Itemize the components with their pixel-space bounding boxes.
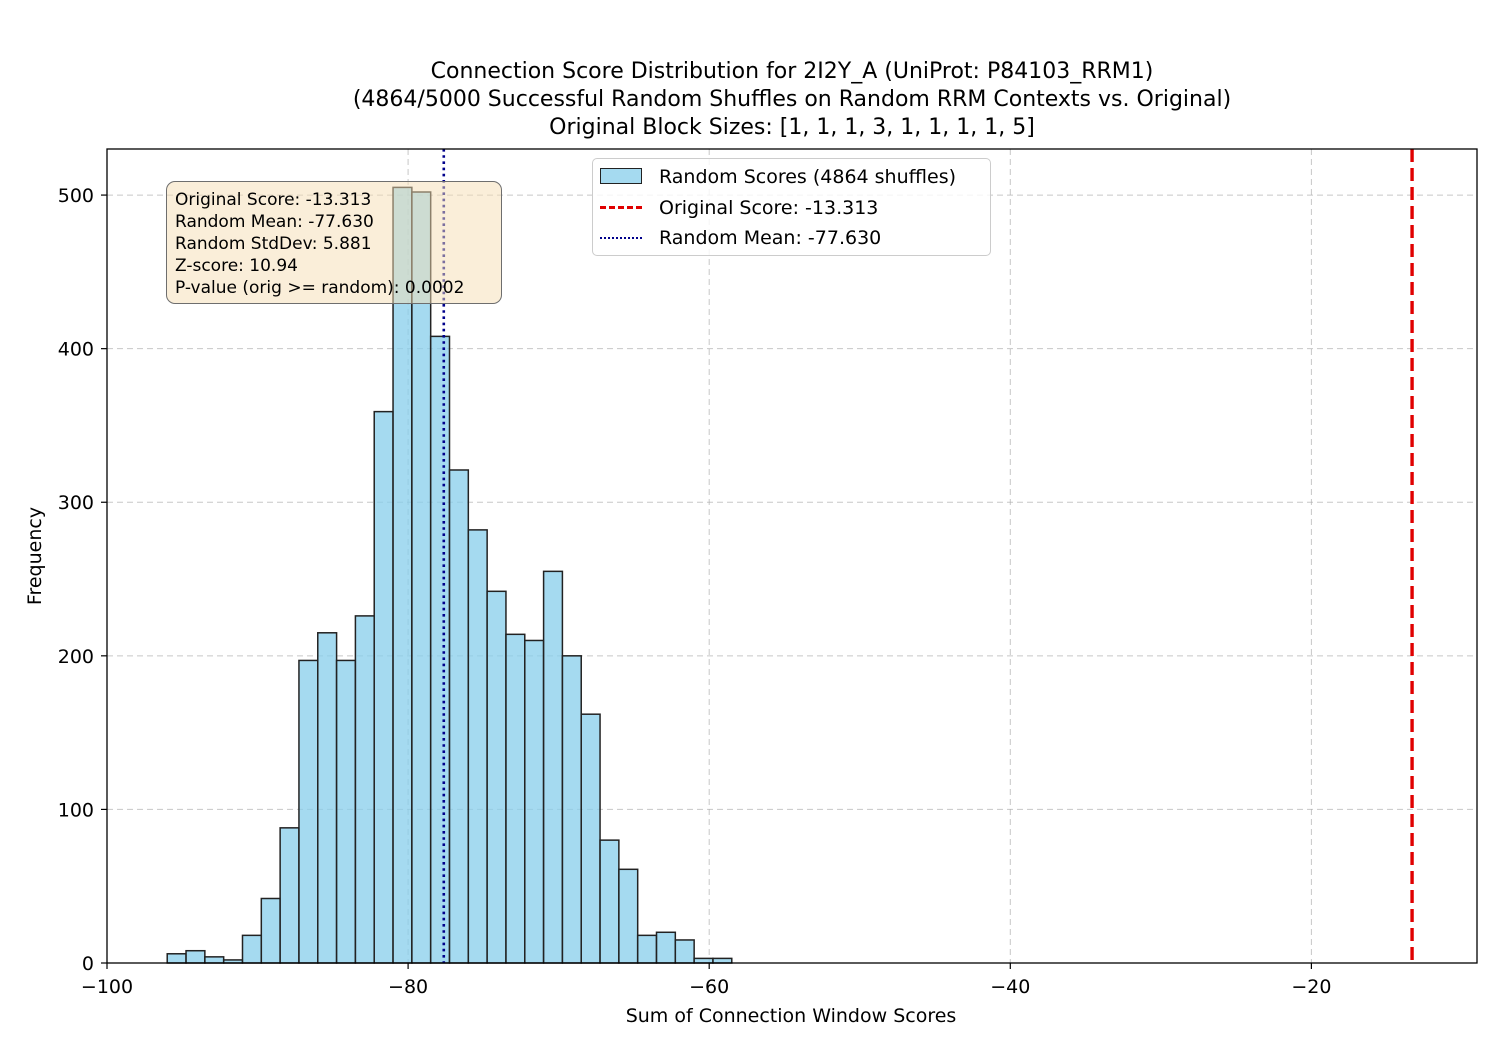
- chart-title-line-2: (4864/5000 Successful Random Shuffles on…: [352, 87, 1232, 112]
- histogram-bar-15: [448, 469, 470, 964]
- x-tick-label-2: −60: [689, 976, 729, 998]
- y-axis-label: Frequency: [24, 507, 46, 605]
- stats-random-stddev: Random StdDev: 5.881: [175, 234, 372, 254]
- histogram-bar-29: [712, 957, 733, 964]
- legend-item-random-mean: Random Mean: -77.630: [600, 223, 881, 253]
- legend-label-original-score: Original Score: -13.313: [659, 197, 879, 219]
- x-tick-label-4: −20: [1291, 976, 1331, 998]
- histogram-bar-22: [580, 713, 601, 964]
- plot-frame: [106, 148, 1478, 964]
- legend: Random Scores (4864 shuffles) Original S…: [592, 158, 991, 256]
- y-axis-ticks: 0 100 200 300 400 500: [58, 185, 107, 975]
- stats-p-value: P-value (orig >= random): 0.0002: [175, 278, 465, 298]
- histogram-bar-0: [166, 953, 187, 964]
- histogram-bar-1: [185, 949, 206, 964]
- legend-key-patch: [600, 168, 644, 186]
- histogram-bar-7: [298, 659, 319, 964]
- x-tick-label-1: −80: [388, 976, 428, 998]
- histogram-bar-11: [373, 410, 394, 964]
- histogram-bar-2: [204, 956, 225, 964]
- histogram-bar-19: [524, 639, 545, 964]
- x-tick-label-0: −100: [81, 976, 133, 998]
- histogram-bar-26: [655, 931, 677, 964]
- histogram-bar-28: [693, 957, 714, 964]
- histogram-bar-21: [561, 655, 582, 964]
- histogram-bar-4: [241, 934, 263, 964]
- histogram-bar-6: [279, 827, 300, 964]
- stats-random-mean: Random Mean: -77.630: [175, 212, 374, 232]
- histogram-bar-18: [505, 633, 526, 964]
- legend-key-dotted: [600, 229, 644, 247]
- y-tick-label-0: 0: [82, 953, 94, 975]
- chart-title-line-3: Original Block Sizes: [1, 1, 1, 3, 1, 1,…: [549, 115, 1035, 140]
- histogram-bar-14: [429, 335, 451, 964]
- x-tick-label-3: −40: [990, 976, 1030, 998]
- legend-item-random-scores: Random Scores (4864 shuffles): [600, 162, 956, 192]
- histogram-bar-17: [486, 590, 507, 964]
- histogram-bar-9: [335, 659, 357, 964]
- stats-z-score: Z-score: 10.94: [175, 256, 298, 276]
- histogram-bar-10: [354, 615, 375, 964]
- histogram-bar-24: [618, 868, 639, 964]
- x-axis-ticks: −100 −80 −60 −40 −20: [81, 963, 1331, 998]
- legend-label-random-scores: Random Scores (4864 shuffles): [659, 166, 957, 188]
- x-axis-label: Sum of Connection Window Scores: [626, 1005, 957, 1027]
- y-tick-label-1: 100: [58, 799, 94, 821]
- histogram-bars: [166, 186, 733, 964]
- y-tick-label-5: 500: [58, 185, 94, 207]
- histogram-bar-25: [636, 934, 658, 964]
- histogram-bar-5: [260, 897, 281, 964]
- y-tick-label-4: 400: [58, 339, 94, 361]
- y-tick-label-3: 300: [58, 492, 94, 514]
- stats-original-score: Original Score: -13.313: [175, 190, 372, 210]
- y-tick-label-2: 200: [58, 646, 94, 668]
- legend-key-dashed: [600, 199, 644, 217]
- histogram-bar-8: [317, 632, 338, 964]
- histogram-bar-27: [674, 939, 695, 964]
- legend-label-random-mean: Random Mean: -77.630: [659, 227, 882, 249]
- histogram-bar-23: [599, 839, 620, 964]
- histogram-bar-20: [542, 570, 564, 964]
- histogram-bar-16: [467, 529, 488, 964]
- chart-title-line-1: Connection Score Distribution for 2I2Y_A…: [430, 59, 1154, 84]
- histogram-bar-13: [411, 191, 432, 964]
- legend-item-original-score: Original Score: -13.313: [600, 193, 878, 223]
- statistics-box: Original Score: -13.313 Random Mean: -77…: [166, 181, 502, 304]
